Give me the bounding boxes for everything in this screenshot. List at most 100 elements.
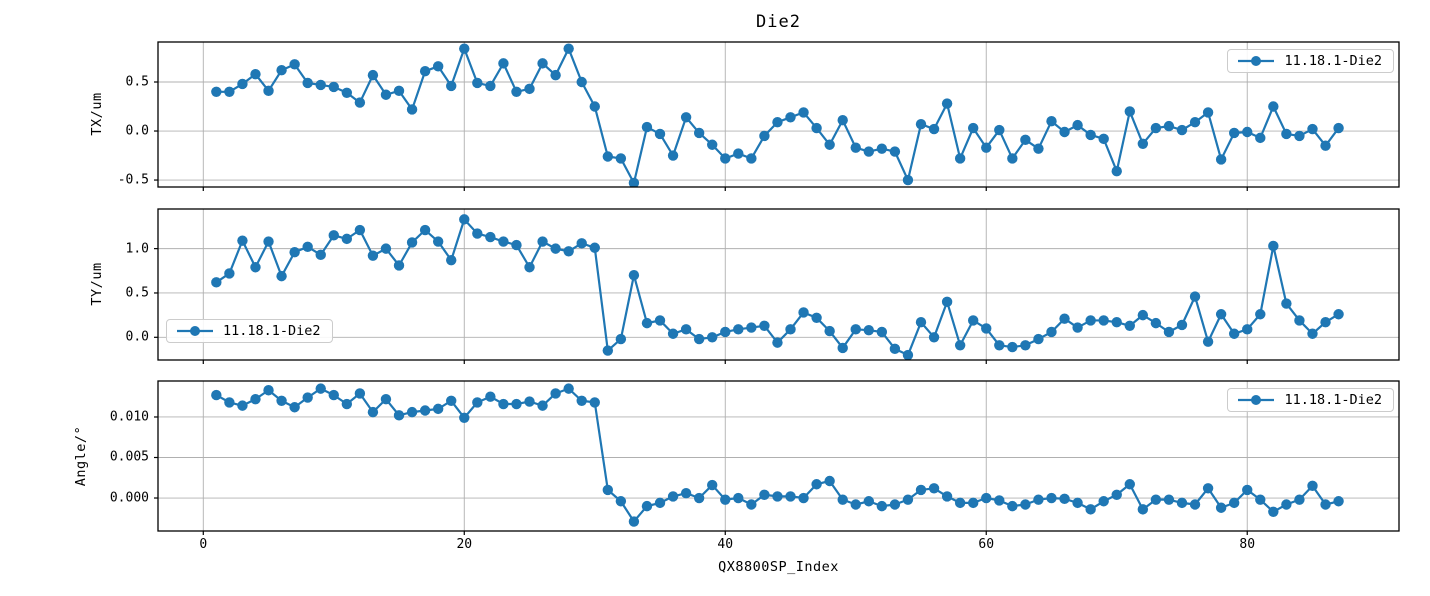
data-point bbox=[511, 398, 522, 410]
x-axis-label: QX8800SP_Index bbox=[718, 559, 839, 575]
data-point bbox=[1281, 499, 1292, 510]
data-point bbox=[1281, 128, 1292, 140]
data-point bbox=[367, 69, 379, 81]
data-point bbox=[785, 491, 796, 502]
data-point bbox=[432, 61, 444, 72]
data-point bbox=[850, 499, 861, 510]
data-point bbox=[1163, 326, 1175, 338]
legend-line-marker-icon bbox=[177, 326, 213, 336]
data-point bbox=[537, 236, 548, 247]
data-point bbox=[863, 325, 875, 336]
data-point bbox=[576, 238, 587, 249]
data-point bbox=[889, 499, 901, 510]
data-point bbox=[967, 497, 979, 509]
y-tick-label: 0.000 bbox=[109, 490, 149, 506]
data-point bbox=[954, 340, 966, 351]
data-point bbox=[276, 270, 287, 282]
data-point bbox=[602, 345, 614, 356]
legend-tx: 11.18.1-Die2 bbox=[1227, 49, 1394, 73]
y-axis-label-ty: TY/um bbox=[89, 262, 105, 306]
data-point bbox=[1150, 122, 1162, 134]
data-point bbox=[811, 312, 822, 323]
data-point bbox=[798, 307, 809, 318]
data-point bbox=[550, 69, 561, 81]
data-point bbox=[811, 479, 822, 490]
data-point bbox=[250, 393, 261, 405]
axes-border bbox=[157, 208, 1400, 361]
data-point bbox=[341, 233, 353, 245]
data-point bbox=[1046, 492, 1057, 504]
data-point bbox=[1189, 116, 1201, 128]
data-point bbox=[406, 406, 418, 418]
data-point bbox=[485, 391, 496, 402]
data-point bbox=[550, 388, 561, 399]
legend-line-marker-icon bbox=[1238, 56, 1275, 66]
x-tick-label: 40 bbox=[717, 537, 734, 552]
data-point bbox=[837, 342, 848, 354]
data-point bbox=[1189, 499, 1201, 510]
data-point bbox=[654, 315, 666, 326]
data-point bbox=[628, 177, 640, 187]
data-point bbox=[941, 296, 953, 308]
data-point bbox=[537, 400, 548, 411]
legend-label: 11.18.1-Die2 bbox=[223, 323, 321, 339]
data-point bbox=[759, 489, 770, 500]
data-point bbox=[707, 479, 718, 491]
data-point bbox=[1268, 506, 1279, 517]
data-point bbox=[1255, 494, 1266, 505]
data-point bbox=[902, 174, 914, 186]
data-point bbox=[472, 77, 483, 89]
data-point bbox=[1307, 480, 1318, 492]
data-point bbox=[981, 142, 992, 153]
data-point bbox=[641, 317, 653, 329]
data-point bbox=[393, 85, 405, 97]
data-point bbox=[876, 143, 888, 154]
data-point bbox=[498, 398, 509, 410]
data-point bbox=[720, 153, 731, 164]
data-point bbox=[550, 243, 561, 254]
data-point bbox=[667, 150, 679, 161]
data-point bbox=[576, 76, 587, 88]
data-point bbox=[315, 249, 326, 261]
data-point bbox=[680, 487, 692, 499]
data-point bbox=[785, 112, 796, 123]
data-point bbox=[459, 214, 470, 225]
y-tick-label: 0.0 bbox=[125, 329, 149, 345]
data-point bbox=[1281, 298, 1292, 309]
data-point bbox=[994, 495, 1005, 506]
data-point bbox=[615, 333, 627, 345]
data-point bbox=[224, 86, 235, 98]
data-point bbox=[1085, 129, 1096, 141]
data-point bbox=[1307, 123, 1318, 135]
data-point bbox=[367, 250, 379, 261]
data-point bbox=[393, 260, 405, 271]
data-point bbox=[263, 236, 274, 247]
y-tick-label: 1.0 bbox=[125, 241, 149, 257]
data-point bbox=[1007, 341, 1018, 353]
data-point bbox=[511, 86, 522, 98]
data-point bbox=[928, 123, 940, 135]
data-point bbox=[1137, 309, 1149, 321]
data-point bbox=[759, 320, 770, 331]
data-point bbox=[393, 410, 405, 421]
data-point bbox=[693, 127, 705, 139]
y-tick-label: 0.005 bbox=[109, 449, 149, 465]
data-point bbox=[733, 492, 744, 504]
data-point bbox=[1020, 499, 1031, 510]
data-point bbox=[446, 395, 457, 406]
data-point bbox=[981, 323, 992, 334]
data-point bbox=[1294, 315, 1305, 326]
data-point bbox=[589, 242, 600, 253]
data-point bbox=[589, 397, 600, 408]
data-point bbox=[1059, 493, 1070, 505]
data-point bbox=[981, 492, 992, 504]
legend-label: 11.18.1-Die2 bbox=[1284, 53, 1382, 69]
data-point bbox=[485, 231, 496, 243]
data-point bbox=[863, 496, 875, 507]
data-point bbox=[302, 241, 313, 253]
data-point bbox=[602, 151, 614, 162]
data-point bbox=[289, 246, 300, 258]
data-point bbox=[263, 85, 274, 97]
data-point bbox=[406, 237, 418, 248]
data-point bbox=[707, 332, 718, 343]
